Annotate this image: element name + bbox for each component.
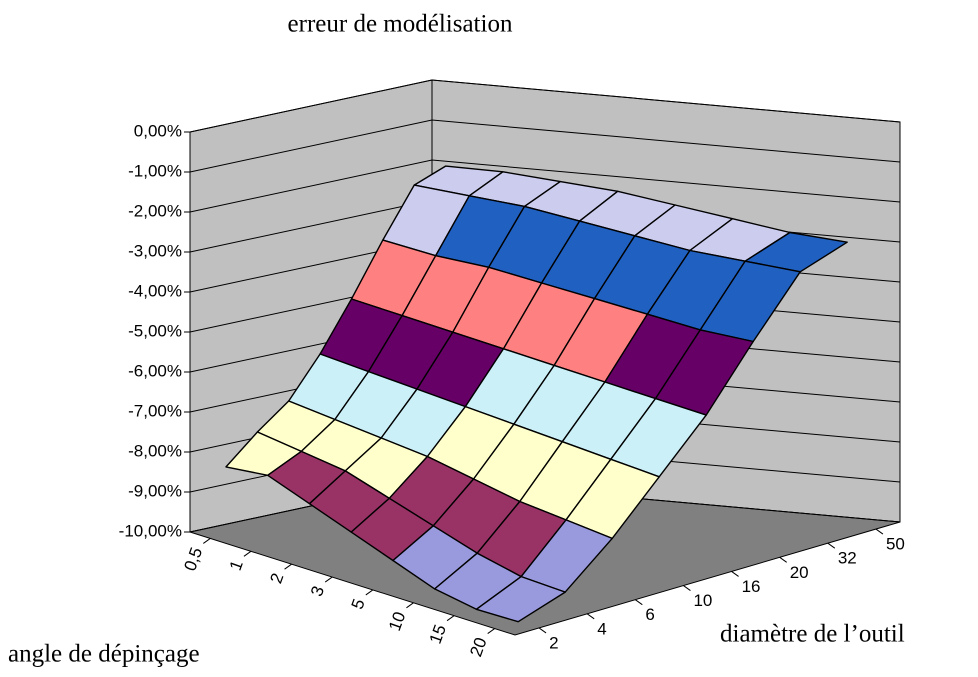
x-tick-label: 2 xyxy=(266,571,287,586)
y-tick-label: 20 xyxy=(790,563,809,582)
y-tick-label: 2 xyxy=(549,633,558,652)
y-tick xyxy=(779,556,787,563)
z-tick-label: -3,00% xyxy=(128,241,182,260)
x-tick-label: 0,5 xyxy=(180,545,206,574)
y-tick xyxy=(635,599,643,606)
z-tick-label: -2,00% xyxy=(128,201,182,220)
y-tick-label: 32 xyxy=(838,549,857,568)
y-tick xyxy=(538,627,547,634)
y-axis-title: diamètre de l’outil xyxy=(720,621,905,648)
x-tick xyxy=(406,602,414,609)
y-tick-label: 16 xyxy=(742,577,761,596)
x-tick xyxy=(203,538,211,544)
surface-cell xyxy=(475,575,566,623)
y-tick xyxy=(683,585,691,591)
x-tick xyxy=(284,563,292,570)
z-tick-label: -6,00% xyxy=(128,361,182,380)
x-tick-label: 1 xyxy=(226,558,247,573)
z-tick-label: 0,00% xyxy=(134,121,182,140)
z-tick-label: -5,00% xyxy=(128,321,182,340)
grid-line xyxy=(189,79,901,133)
y-tick-label: 4 xyxy=(597,619,606,638)
x-tick-label: 15 xyxy=(426,622,450,646)
z-tick-label: -7,00% xyxy=(128,401,182,420)
x-tick xyxy=(365,589,374,596)
chart-title: erreur de modélisation xyxy=(288,11,513,38)
y-tick-label: 50 xyxy=(886,535,905,554)
x-axis-title: angle de dépinçage xyxy=(8,641,200,668)
grid-line xyxy=(189,119,901,173)
y-tick xyxy=(731,571,739,577)
y-tick xyxy=(875,528,884,535)
x-tick-label: 5 xyxy=(348,596,369,611)
y-tick-label: 6 xyxy=(645,605,654,624)
z-tick-label: -9,00% xyxy=(128,481,182,500)
y-tick xyxy=(586,613,595,620)
z-tick-label: -4,00% xyxy=(128,281,182,300)
x-tick xyxy=(324,576,333,583)
z-tick-label: -1,00% xyxy=(128,161,182,180)
x-tick-label: 20 xyxy=(466,635,490,659)
x-tick-label: 3 xyxy=(307,583,328,598)
x-tick xyxy=(487,628,495,634)
z-tick-label: -10,00% xyxy=(119,521,182,540)
y-tick-label: 10 xyxy=(693,591,712,610)
x-tick xyxy=(243,550,252,557)
z-tick-label: -8,00% xyxy=(128,441,182,460)
grid-line xyxy=(189,159,901,213)
x-tick-label: 10 xyxy=(385,609,409,633)
x-tick xyxy=(446,615,455,622)
y-tick xyxy=(827,542,836,549)
